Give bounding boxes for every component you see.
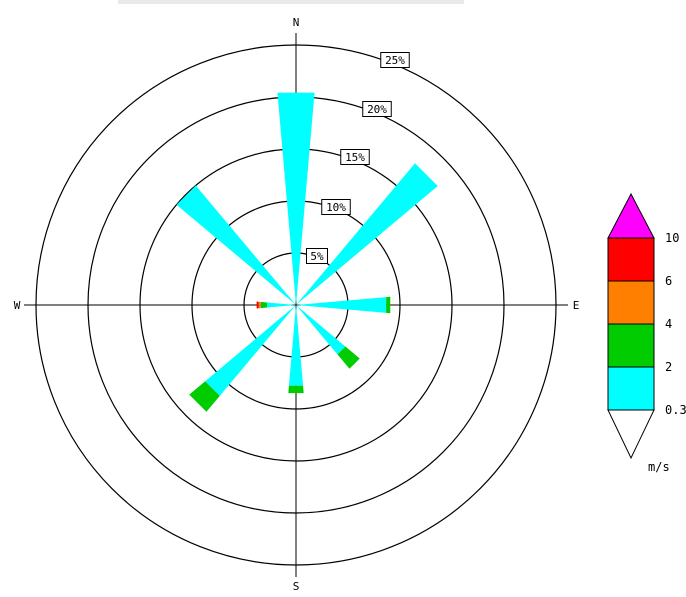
pct-label-box [362, 101, 392, 117]
petal-90deg-bin0 [296, 297, 387, 313]
title-bar [118, 0, 464, 4]
petal-135deg-bin0 [296, 305, 346, 355]
petal-270deg-bin3 [256, 301, 259, 309]
pct-label-text: 10% [326, 201, 346, 214]
petal-315deg-bin0 [176, 185, 296, 305]
pct-label-10: 10% [321, 199, 351, 215]
pct-label-5: 5% [306, 248, 328, 264]
wind-petals [176, 92, 438, 412]
pct-label-25: 25% [380, 52, 410, 68]
petal-270deg-bin0 [266, 302, 296, 308]
petal-0deg-bin0 [277, 92, 315, 305]
petal-180deg-bin1 [288, 385, 304, 394]
legend-tick-2: 4 [665, 317, 672, 331]
petal-270deg-bin1 [260, 301, 267, 309]
legend-bottom-arrow [607, 409, 655, 460]
legend-swatch-1 [607, 280, 655, 325]
petal-90deg-bin1 [386, 296, 391, 314]
pct-label-box [340, 149, 370, 165]
percent-labels: 5% 10% 15% 20% 25% [306, 52, 410, 264]
pct-label-text: 25% [385, 54, 405, 67]
pct-label-text: 5% [310, 250, 324, 263]
petal-180deg-bin0 [288, 305, 304, 386]
pct-label-20: 20% [362, 101, 392, 117]
petal-225deg-bin0 [205, 305, 296, 396]
legend-swatch-2 [607, 323, 655, 368]
legend-swatch-0 [607, 237, 655, 282]
compass-east-label: E [573, 299, 580, 312]
pct-label-box [321, 199, 351, 215]
speed-legend: 0.3 2 4 6 10 [607, 192, 686, 460]
legend-tick-1: 2 [665, 360, 672, 374]
pct-label-box [306, 248, 328, 264]
pct-label-text: 20% [367, 103, 387, 116]
pct-label-box [380, 52, 410, 68]
legend-unit-label: m/s [648, 460, 670, 474]
pct-label-text: 15% [345, 151, 365, 164]
legend-tick-4: 10 [665, 231, 679, 245]
legend-tick-0: 0.3 [665, 403, 686, 417]
compass-south-label: S [293, 580, 300, 593]
pct-label-15: 15% [340, 149, 370, 165]
legend-tick-3: 6 [665, 274, 672, 288]
compass-west-label: W [14, 299, 21, 312]
petal-225deg-bin1 [189, 381, 220, 412]
compass-north-label: N [293, 16, 300, 29]
petal-135deg-bin1 [337, 346, 360, 369]
petal-270deg-bin2 [258, 301, 261, 309]
petal-45deg-bin0 [296, 163, 438, 305]
legend-top-arrow [607, 192, 655, 239]
legend-swatch-3 [607, 366, 655, 411]
